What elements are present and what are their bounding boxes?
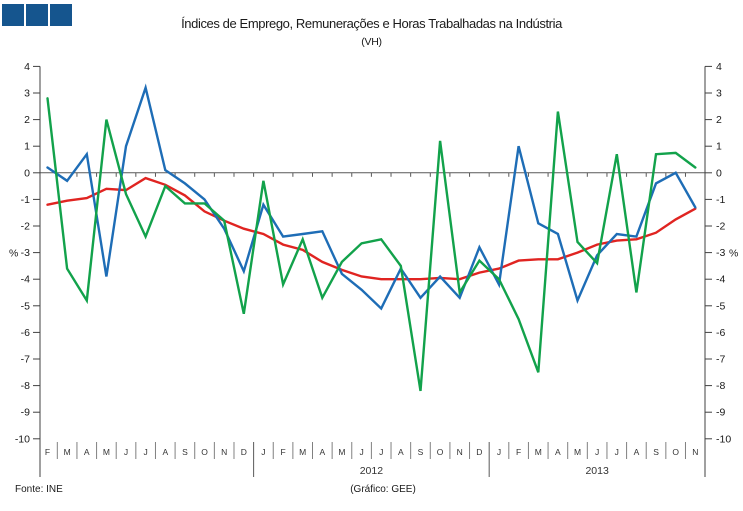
month-label: A — [398, 447, 404, 457]
year-label: 2012 — [360, 465, 384, 477]
left-axis-label: 0 — [24, 167, 30, 179]
page-title: Índices de Emprego, Remunerações e Horas… — [181, 16, 562, 31]
month-label: N — [221, 447, 227, 457]
month-label: J — [261, 447, 265, 457]
right-axis-label: -8 — [716, 380, 725, 392]
right-axis-label: -1 — [716, 194, 725, 206]
left-percent-label: % — [9, 248, 18, 260]
series-line-serie-azul — [46, 83, 697, 311]
right-axis-label: 4 — [716, 61, 722, 73]
month-label: S — [653, 447, 659, 457]
right-axis-label: -3 — [716, 247, 725, 259]
month-label: O — [201, 447, 208, 457]
year-label: 2013 — [585, 465, 609, 477]
right-axis-label: -7 — [716, 354, 725, 366]
right-axis-label: 3 — [716, 88, 722, 100]
page-subtitle: (VH) — [361, 36, 382, 48]
left-axis-label: -8 — [21, 380, 30, 392]
month-label: M — [338, 447, 345, 457]
month-label: S — [418, 447, 424, 457]
series-line-serie-verde — [46, 97, 697, 392]
month-label: N — [692, 447, 698, 457]
left-axis-label: 3 — [24, 88, 30, 100]
month-label: A — [555, 447, 561, 457]
month-label: M — [535, 447, 542, 457]
left-axis-label: -9 — [21, 407, 30, 419]
month-label: A — [634, 447, 640, 457]
logo-square-3 — [50, 4, 72, 26]
credit-label: (Gráfico: GEE) — [350, 484, 416, 495]
month-label: J — [359, 447, 363, 457]
right-axis-label: -6 — [716, 327, 725, 339]
source-label: Fonte: INE — [15, 484, 63, 495]
month-label: F — [516, 447, 521, 457]
left-axis-label: -2 — [21, 221, 30, 233]
month-label: J — [497, 447, 501, 457]
logo — [2, 4, 72, 26]
month-label: F — [45, 447, 50, 457]
left-axis-label: -4 — [21, 274, 30, 286]
month-label: N — [457, 447, 463, 457]
logo-square-2 — [26, 4, 48, 26]
right-axis-label: -4 — [716, 274, 725, 286]
right-axis-label: -2 — [716, 221, 725, 233]
month-label: F — [280, 447, 285, 457]
month-label: A — [84, 447, 90, 457]
right-axis-label: 0 — [716, 167, 722, 179]
month-label: J — [595, 447, 599, 457]
month-label: S — [182, 447, 188, 457]
right-axis-label: -10 — [716, 433, 731, 445]
logo-square-1 — [2, 4, 24, 26]
month-label: M — [299, 447, 306, 457]
right-axis-label: 2 — [716, 114, 722, 126]
month-label: A — [319, 447, 325, 457]
month-label: O — [437, 447, 444, 457]
month-label: D — [476, 447, 482, 457]
left-axis-label: 4 — [24, 61, 30, 73]
right-percent-label: % — [729, 248, 738, 260]
left-axis-label: 2 — [24, 114, 30, 126]
left-axis-label: -7 — [21, 354, 30, 366]
right-axis-label: -5 — [716, 300, 725, 312]
month-label: M — [103, 447, 110, 457]
month-label: J — [379, 447, 383, 457]
left-axis-label: -1 — [21, 194, 30, 206]
month-label: M — [64, 447, 71, 457]
left-axis-label: 1 — [24, 141, 30, 153]
series-line-serie-vermelha — [46, 176, 697, 281]
month-label: J — [615, 447, 619, 457]
left-axis-label: -3 — [21, 247, 30, 259]
right-axis-label: -9 — [716, 407, 725, 419]
month-label: M — [574, 447, 581, 457]
left-axis-label: -6 — [21, 327, 30, 339]
month-label: J — [124, 447, 128, 457]
month-label: A — [162, 447, 168, 457]
month-label: D — [241, 447, 247, 457]
left-axis-label: -5 — [21, 300, 30, 312]
month-label: O — [672, 447, 679, 457]
left-axis-label: -10 — [15, 433, 30, 445]
month-label: J — [144, 447, 148, 457]
right-axis-label: 1 — [716, 141, 722, 153]
